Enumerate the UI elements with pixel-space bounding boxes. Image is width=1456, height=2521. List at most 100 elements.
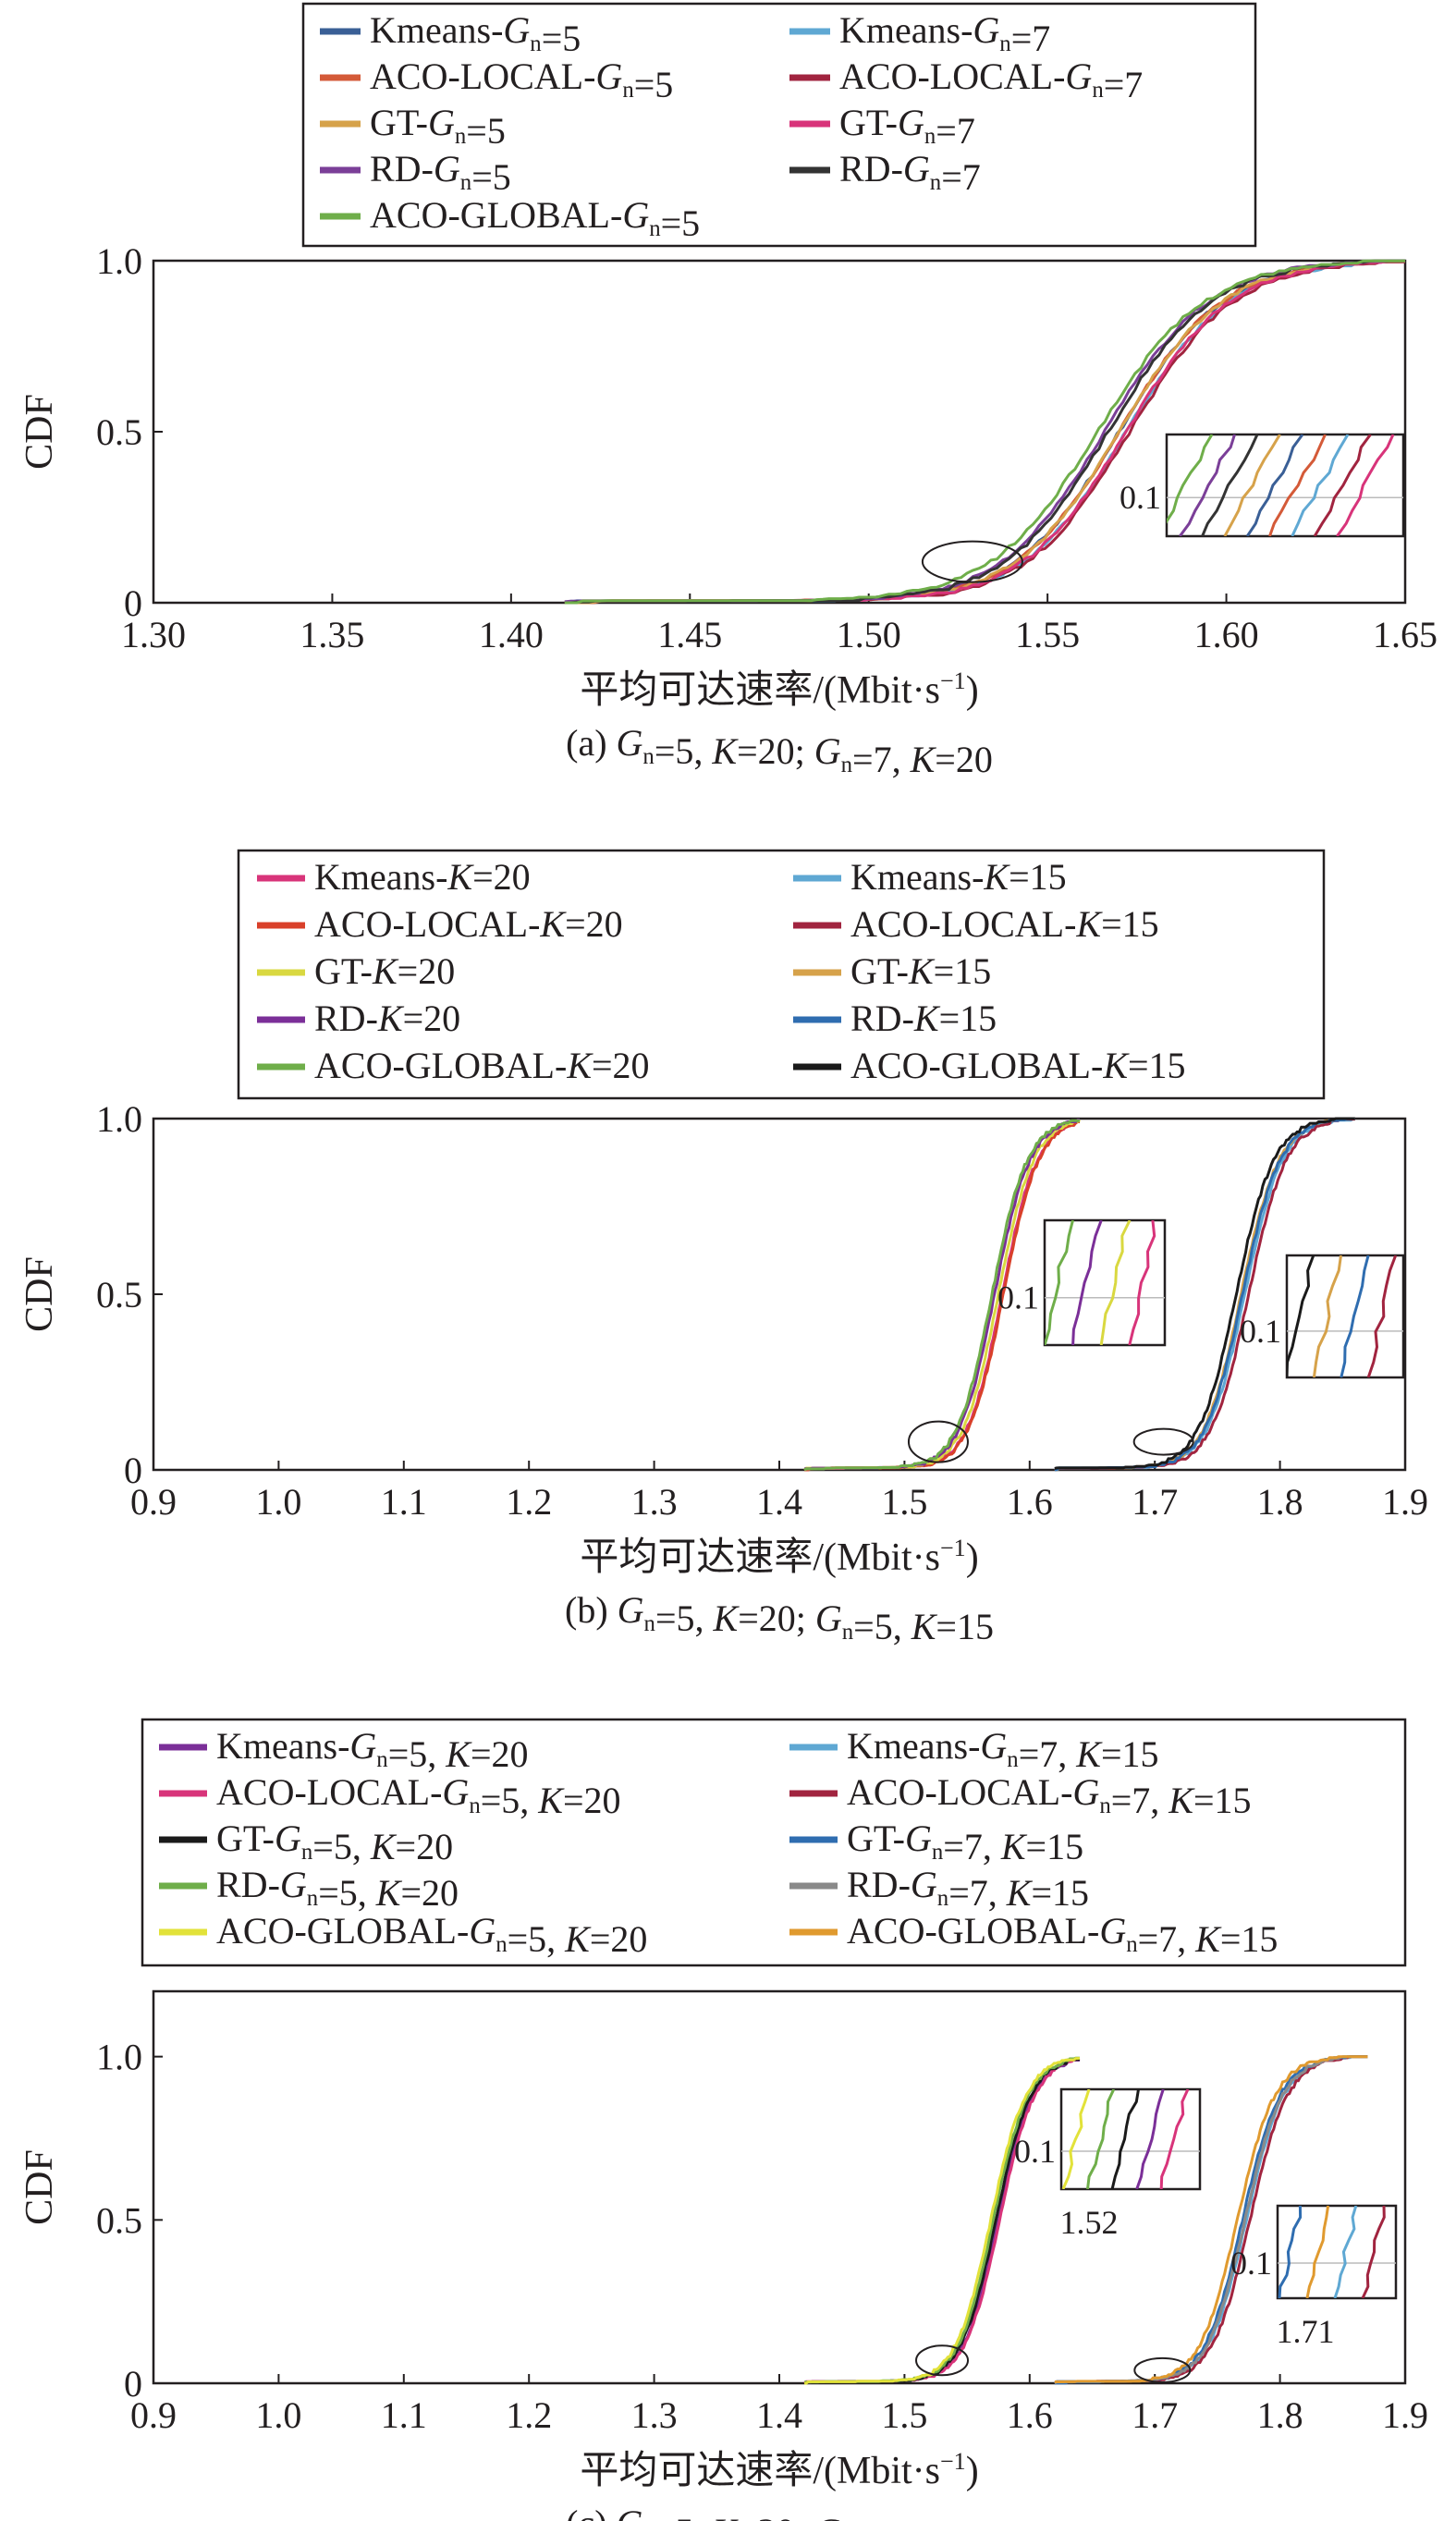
y-tick-label: 0.5 [96, 2199, 142, 2241]
inset-series-line [1333, 2206, 1358, 2298]
x-tick-label: 1.8 [1257, 1481, 1303, 1523]
x-tick-label: 1.9 [1382, 1481, 1428, 1523]
x-axis-label: 平均可达速率/(Mbit·s−1) [580, 667, 978, 712]
series-line [564, 260, 1406, 605]
inset-series-line [1312, 1255, 1342, 1377]
legend-entry: ACO-LOCAL-K=15 [850, 903, 1159, 945]
inset-x-label: 1.71 [1277, 2313, 1335, 2350]
inset-series-line [1287, 1255, 1315, 1377]
series-line [804, 2058, 1081, 2384]
y-tick-label: 1.0 [96, 2037, 142, 2078]
x-tick-label: 1.7 [1132, 1481, 1178, 1523]
legend-entry: ACO-LOCAL-K=20 [314, 903, 623, 945]
inset-x-label: 1.52 [1060, 2204, 1119, 2241]
inset-series-line [1201, 434, 1259, 536]
legend-entry: Kmeans-Gn=5 [370, 9, 581, 59]
zoom-ellipse [921, 540, 1023, 583]
panel-caption: (a) Gn=5, K=20; Gn=7, K=20 [566, 722, 993, 780]
x-tick-label: 1.4 [756, 1481, 802, 1523]
legend-entry: RD-Gn=5 [370, 148, 511, 198]
inset-series-line [1179, 434, 1236, 536]
y-axis-label: CDF [18, 1256, 61, 1332]
x-tick-label: 1.9 [1382, 2394, 1428, 2436]
legend-entry: GT-Gn=7 [839, 102, 975, 152]
inset-series-line [1061, 2089, 1091, 2189]
x-tick-label: 0.9 [130, 1481, 177, 1523]
series-line [804, 2056, 1081, 2385]
inset-series-line [1128, 1220, 1156, 1345]
legend-entry: RD-Gn=7, K=15 [847, 1864, 1089, 1914]
inset-series-line [1159, 2089, 1190, 2189]
inset-y-label: 0.1 [1240, 1313, 1281, 1350]
legend-entry: RD-K=20 [314, 997, 460, 1039]
legend-entry: GT-K=15 [850, 950, 991, 992]
x-tick-label: 1.65 [1373, 614, 1438, 655]
x-axis-label: 平均可达速率/(Mbit·s−1) [580, 2448, 978, 2492]
series-line [564, 259, 1405, 605]
x-tick-label: 1.30 [121, 614, 186, 655]
x-tick-label: 1.1 [381, 1481, 427, 1523]
inset-series-line [1245, 434, 1304, 536]
x-tick-label: 1.7 [1132, 2394, 1178, 2436]
series-line [564, 260, 1405, 604]
series-line [564, 259, 1406, 605]
x-tick-label: 1.2 [506, 2394, 552, 2436]
legend-entry: ACO-LOCAL-Gn=5 [370, 55, 673, 105]
x-tick-label: 1.5 [881, 1481, 927, 1523]
series-line [564, 259, 1406, 605]
zoom-inset: 0.1 [1120, 433, 1405, 538]
inset-series-line [1305, 2206, 1330, 2298]
inset-y-label: 0.1 [1120, 479, 1161, 516]
legend-entry: ACO-GLOBAL-Gn=5, K=20 [216, 1910, 647, 1960]
inset-y-label: 0.1 [1014, 2133, 1056, 2170]
x-tick-label: 1.3 [631, 1481, 678, 1523]
legend-box [141, 1718, 1407, 1967]
legend-entry: ACO-GLOBAL-K=15 [850, 1045, 1186, 1086]
inset-series-line [1268, 434, 1327, 536]
legend-entry: Kmeans-Gn=7 [839, 9, 1050, 59]
y-tick-label: 0 [124, 582, 142, 624]
x-tick-label: 1.6 [1007, 2394, 1053, 2436]
x-tick-label: 1.3 [631, 2394, 678, 2436]
x-tick-label: 1.45 [657, 614, 722, 655]
x-tick-label: 1.40 [479, 614, 544, 655]
legend-entry: GT-Gn=7, K=15 [847, 1817, 1083, 1867]
zoom-inset: 0.1 [997, 1218, 1167, 1347]
inset-series-line [1223, 434, 1281, 536]
y-tick-label: 1.0 [96, 1098, 142, 1140]
y-tick-label: 0 [124, 1450, 142, 1491]
x-tick-label: 1.50 [837, 614, 901, 655]
legend-entry: ACO-LOCAL-Gn=7 [839, 55, 1143, 105]
panel-a: Kmeans-Gn=5 Kmeans-Gn=7 ACO-LOCAL-Gn=5 ACO-… [18, 2, 1438, 780]
legend-entry: Kmeans-K=20 [314, 856, 531, 898]
y-axis-label: CDF [18, 2149, 61, 2225]
inset-series-line [1291, 434, 1350, 536]
inset-y-label: 0.1 [997, 1279, 1039, 1316]
x-tick-label: 1.0 [255, 2394, 301, 2436]
legend-entry: RD-Gn=5, K=20 [216, 1864, 459, 1914]
y-tick-label: 1.0 [96, 240, 142, 282]
legend-box [301, 2, 1257, 248]
legend-entry: Kmeans-Gn=5, K=20 [216, 1725, 529, 1775]
inset-series-line [1167, 434, 1214, 524]
legend-entry: ACO-GLOBAL-K=20 [314, 1045, 650, 1086]
series-line [803, 2057, 1081, 2385]
legend-entry: ACO-LOCAL-Gn=5, K=20 [216, 1771, 621, 1821]
inset-series-line [1361, 2206, 1386, 2298]
series-line [1054, 1117, 1355, 1470]
inset-frame [1059, 2087, 1202, 2191]
panel-c: Kmeans-Gn=5, K=20 Kmeans-Gn=7, K=15 ACO-LO… [18, 1718, 1428, 2521]
x-tick-label: 1.55 [1015, 614, 1080, 655]
x-tick-label: 1.8 [1257, 2394, 1303, 2436]
inset-series-line [1086, 2089, 1116, 2189]
inset-series-line [1336, 434, 1395, 536]
legend-entry: Kmeans-Gn=7, K=15 [847, 1725, 1159, 1775]
x-tick-label: 1.6 [1007, 1481, 1053, 1523]
y-tick-label: 0 [124, 2363, 142, 2405]
zoom-ellipse [1133, 2356, 1192, 2383]
inset-series-line [1045, 1220, 1074, 1345]
inset-series-line [1366, 1255, 1398, 1377]
legend-entry: GT-Gn=5, K=20 [216, 1817, 453, 1867]
panel-caption: (c) Gn=5, K=20; Gn=7, K=15 [566, 2503, 993, 2521]
